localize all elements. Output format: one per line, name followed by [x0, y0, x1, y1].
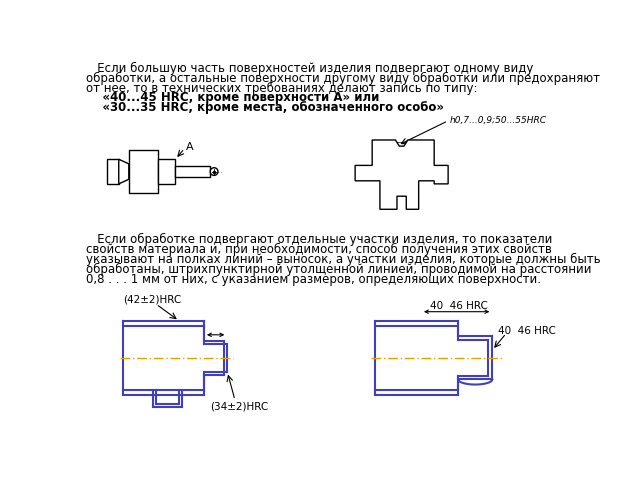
Text: указывают на полках линий – выносок, а участки изделия, которые должны быть: указывают на полках линий – выносок, а у…	[86, 253, 601, 266]
Text: обработки, а остальные поверхности другому виду обработки или предохраняют: обработки, а остальные поверхности друго…	[86, 72, 600, 84]
Text: от нее, то в технических требованиях делают запись по типу:: от нее, то в технических требованиях дел…	[86, 82, 477, 95]
Text: A: A	[186, 142, 194, 152]
Text: 40  46 HRC: 40 46 HRC	[499, 325, 556, 336]
Text: «40...45 HRC, кроме поверхности A» или: «40...45 HRC, кроме поверхности A» или	[86, 92, 380, 105]
Text: Если обработке подвергают отдельные участки изделия, то показатели: Если обработке подвергают отдельные учас…	[86, 233, 552, 246]
Text: 0,8 . . . 1 мм от них, с указанием размеров, определяющих поверхности.: 0,8 . . . 1 мм от них, с указанием разме…	[86, 273, 541, 286]
Text: h0,7...0,9;50...55HRC: h0,7...0,9;50...55HRC	[450, 116, 547, 125]
Bar	[129, 150, 158, 193]
Bar	[158, 159, 175, 184]
Circle shape	[210, 168, 218, 175]
Text: свойств материала и, при необходимости, способ получения этих свойств: свойств материала и, при необходимости, …	[86, 243, 552, 256]
Text: «30...35 HRC, кроме места, обозначенного особо»: «30...35 HRC, кроме места, обозначенного…	[86, 101, 444, 115]
Polygon shape	[355, 140, 448, 209]
Polygon shape	[119, 159, 129, 184]
Text: 40  46 HRC: 40 46 HRC	[430, 301, 488, 311]
Text: (42±2)HRC: (42±2)HRC	[124, 295, 182, 305]
Text: обработаны, штрихпунктирной утолщенной линией, проводимой на расстоянии: обработаны, штрихпунктирной утолщенной л…	[86, 263, 592, 276]
Bar	[107, 159, 119, 184]
Text: (34±2)HRC: (34±2)HRC	[210, 402, 268, 412]
Bar	[175, 166, 210, 177]
Text: Если большую часть поверхностей изделия подвергают одному виду: Если большую часть поверхностей изделия …	[86, 61, 534, 74]
